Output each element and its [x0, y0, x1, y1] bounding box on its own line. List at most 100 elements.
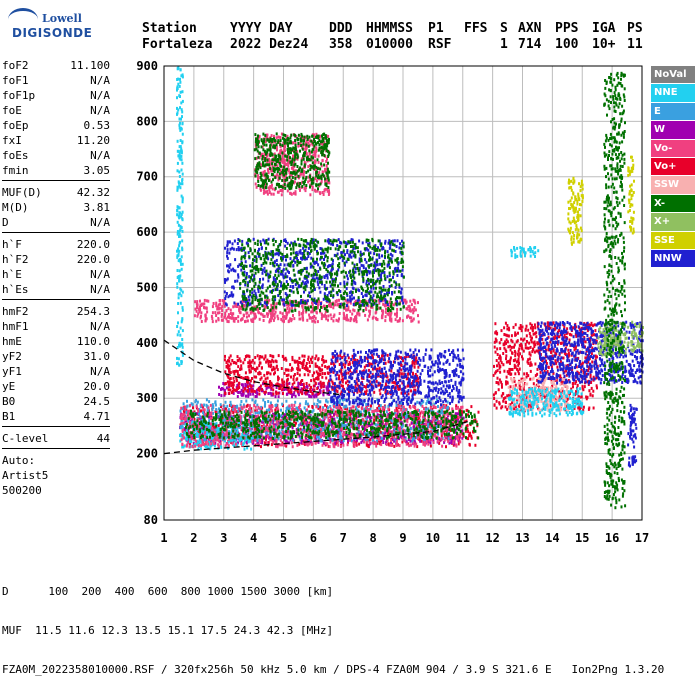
echo-point — [319, 400, 321, 403]
echo-point — [259, 361, 261, 364]
echo-point — [345, 418, 347, 421]
echo-point — [335, 431, 337, 434]
echo-point — [415, 356, 417, 359]
echo-point — [258, 393, 260, 396]
echo-point — [244, 448, 246, 451]
echo-point — [228, 392, 230, 395]
echo-point — [388, 369, 390, 372]
echo-point — [299, 368, 301, 371]
echo-point — [446, 433, 448, 436]
echo-point — [223, 405, 225, 408]
echo-point — [446, 385, 448, 388]
echo-point — [337, 401, 339, 404]
echo-point — [350, 366, 352, 369]
echo-point — [424, 444, 426, 447]
echo-point — [423, 407, 425, 410]
echo-point — [283, 436, 285, 439]
echo-point — [235, 423, 237, 426]
echo-point — [304, 406, 306, 409]
echo-point — [321, 412, 323, 415]
echo-point — [281, 378, 283, 381]
echo-point — [218, 424, 220, 427]
echo-point — [413, 351, 415, 354]
echo-point — [457, 349, 459, 352]
echo-point — [408, 389, 410, 392]
echo-point — [276, 366, 278, 369]
echo-point — [441, 417, 443, 420]
echo-point — [353, 433, 355, 436]
echo-point — [309, 388, 311, 391]
echo-point — [184, 418, 186, 421]
echo-point — [324, 416, 326, 419]
echo-point — [298, 443, 300, 446]
echo-point — [415, 427, 417, 430]
echo-point — [446, 413, 448, 416]
echo-point — [330, 408, 332, 411]
echo-point — [313, 378, 315, 381]
echo-point — [282, 355, 284, 358]
echo-point — [268, 415, 270, 418]
echo-point — [325, 413, 327, 416]
echo-point — [325, 377, 327, 380]
echo-point — [459, 421, 461, 424]
echo-point — [303, 426, 305, 429]
echo-point — [244, 388, 246, 391]
echo-point — [321, 364, 323, 367]
echo-point — [220, 442, 222, 445]
echo-point — [387, 427, 389, 430]
echo-point — [334, 354, 336, 357]
echo-point — [347, 443, 349, 446]
echo-point — [426, 440, 428, 443]
echo-point — [306, 362, 308, 365]
echo-point — [229, 368, 231, 371]
echo-point — [398, 405, 400, 408]
echo-point — [298, 357, 300, 360]
echo-point — [301, 355, 303, 358]
echo-point — [245, 430, 247, 433]
echo-point — [387, 419, 389, 422]
echo-point — [261, 410, 263, 413]
echo-point — [351, 410, 353, 413]
echo-point — [389, 433, 391, 436]
echo-point — [230, 377, 232, 380]
echo-point — [271, 394, 273, 397]
echo-point — [367, 373, 369, 376]
echo-point — [399, 444, 401, 447]
echo-point — [346, 410, 348, 413]
echo-point — [253, 415, 255, 418]
echo-point — [408, 444, 410, 447]
echo-point — [414, 406, 416, 409]
echo-point — [451, 415, 453, 418]
echo-point — [272, 360, 274, 363]
echo-point — [253, 419, 255, 422]
echo-point — [239, 368, 241, 371]
echo-point — [305, 418, 307, 421]
echo-point — [281, 388, 283, 391]
echo-point — [364, 414, 366, 417]
echo-point — [362, 414, 364, 417]
echo-point — [376, 353, 378, 356]
echo-point — [415, 418, 417, 421]
echo-point — [208, 430, 210, 433]
echo-point — [368, 412, 370, 415]
echo-point — [250, 365, 252, 368]
echo-point — [224, 425, 226, 428]
echo-point — [186, 400, 188, 403]
echo-point — [200, 444, 202, 447]
echo-point — [378, 438, 380, 441]
echo-point — [458, 375, 460, 378]
echo-point — [292, 430, 294, 433]
echo-point — [387, 408, 389, 411]
echo-point — [288, 404, 290, 407]
echo-point — [198, 444, 200, 447]
echo-point — [254, 439, 256, 442]
echo-point — [200, 447, 202, 450]
echo-point — [246, 425, 248, 428]
echo-point — [316, 387, 318, 390]
echo-point — [228, 436, 230, 439]
echo-point — [265, 436, 267, 439]
echo-point — [425, 419, 427, 422]
echo-point — [470, 435, 472, 438]
echo-point — [257, 354, 259, 357]
echo-point — [202, 443, 204, 446]
